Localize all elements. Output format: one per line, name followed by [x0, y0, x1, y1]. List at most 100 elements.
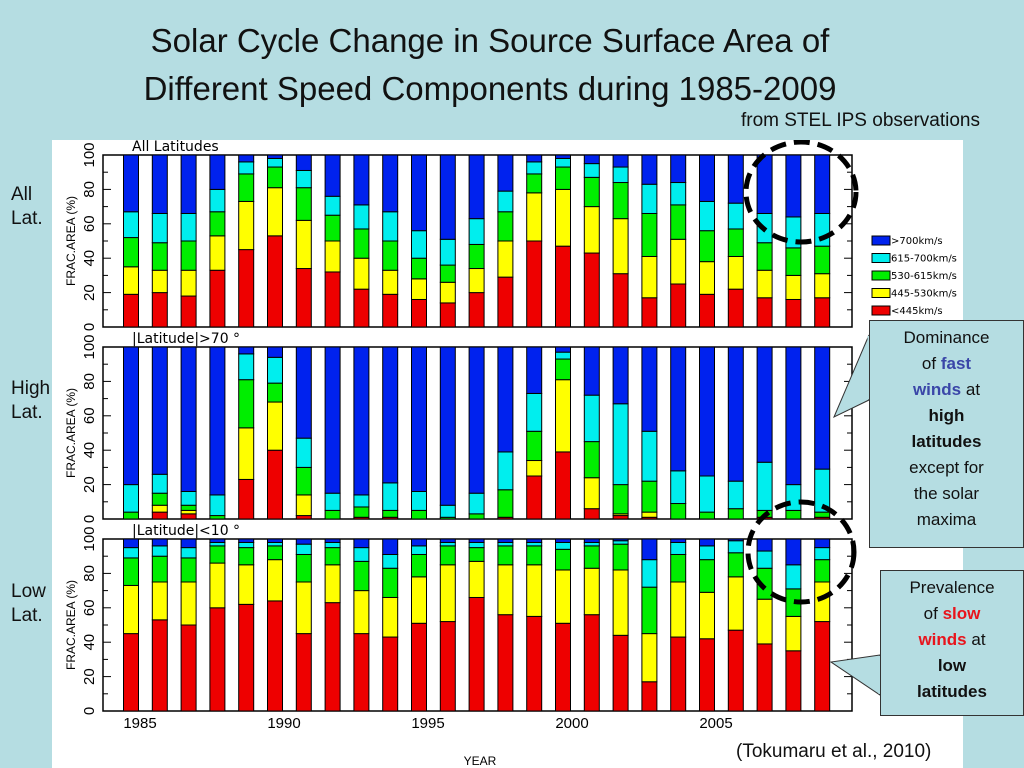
bar-segment-1995-gt700 [411, 538, 427, 547]
highlight-circle-all-lat [743, 140, 859, 245]
callout-high-latitude: Dominance of fast winds at high latitude… [869, 320, 1024, 548]
bar-segment-1989-gt700 [238, 346, 255, 355]
bar-segment-1994-gt700 [382, 346, 399, 484]
bar-segment-1987-gt700 [180, 154, 197, 214]
bar-segment-2008-gt700 [785, 538, 802, 566]
bar-segment-1988-gt700 [209, 154, 226, 190]
y-tick-label: 100 [81, 334, 98, 359]
y-tick-label: 40 [81, 250, 98, 267]
y-tick-label: 0 [81, 515, 98, 523]
bar-segment-1986-gt700 [151, 154, 168, 214]
panel-title: |Latitude|<10 ° [132, 523, 240, 539]
callout-text: Dominance [903, 328, 990, 347]
bar-segment-1990-gt700 [267, 154, 283, 159]
y-tick-label: 60 [81, 599, 98, 616]
y-tick-label: 20 [81, 284, 98, 301]
bar-segment-1994-gt700 [382, 538, 399, 555]
y-tick-label: 0 [81, 707, 98, 715]
bar-segment-2009-gt700 [814, 538, 831, 549]
callout-text: of fast [921, 354, 972, 373]
bar-segment-2009-gt700 [814, 154, 831, 214]
bar-segment-2006-gt700 [727, 154, 744, 204]
callout-text: high [928, 406, 965, 425]
side-label-line: Lat. [11, 402, 43, 423]
y-axis-label: FRAC.AREA (%) [64, 580, 78, 670]
bar-segment-1990-gt700 [267, 346, 283, 358]
callout-text: latitudes [917, 682, 987, 701]
bar-segment-2007-gt700 [756, 346, 773, 463]
bar-segment-1993-gt700 [353, 346, 370, 496]
bar-segment-2009-gt700 [814, 346, 831, 470]
x-tick-label: 1995 [411, 715, 444, 732]
side-label-line: Low [11, 581, 46, 602]
bar-segment-2003-gt700 [641, 154, 658, 185]
bar-segment-1996-gt700 [439, 346, 456, 506]
side-label-line: Lat. [11, 208, 43, 229]
bar-segment-1995-gt700 [411, 346, 427, 492]
slide-title-line-1: Solar Cycle Change in Source Surface Are… [150, 22, 830, 59]
callout-text: the solar [913, 484, 980, 503]
bar-segment-1991-gt700 [295, 538, 312, 545]
y-tick-label: 40 [81, 442, 98, 459]
bar-segment-2002-gt700 [612, 154, 629, 168]
bar-segment-1985-gt700 [123, 346, 139, 486]
bar-segment-1994-gt700 [382, 154, 399, 213]
y-tick-label: 80 [81, 181, 98, 198]
callout-text: latitudes [911, 432, 982, 451]
bar-segment-1996-gt700 [439, 538, 456, 543]
bar-segment-1988-gt700 [209, 346, 226, 496]
bar-segment-1996-gt700 [439, 154, 456, 240]
y-tick-label: 20 [81, 476, 98, 493]
bar-segment-2003-gt700 [641, 346, 658, 432]
bar-segment-1993-gt700 [353, 538, 370, 549]
y-tick-label: 80 [81, 373, 98, 390]
bar-segment-1987-gt700 [180, 538, 197, 549]
bar-segment-1999-gt700 [526, 346, 543, 394]
callout-text: except for [909, 458, 984, 477]
bar-segment-1989-gt700 [238, 538, 255, 543]
bar-segment-2001-gt700 [583, 346, 600, 396]
bar-segment-1998-gt700 [497, 538, 514, 543]
bar-segment-1988-gt700 [209, 538, 226, 543]
bar-segment-1992-gt700 [324, 346, 341, 494]
callout-text: maxima [916, 510, 977, 529]
legend-swatch [871, 270, 891, 281]
legend-swatch [871, 235, 891, 246]
bar-segment-1997-gt700 [468, 538, 485, 543]
y-axis-label: FRAC.AREA (%) [64, 388, 78, 478]
bar-segment-1989-gt700 [238, 154, 255, 163]
y-tick-label: 0 [81, 323, 98, 331]
callout-text: winds at [918, 630, 986, 649]
legend-swatch [871, 253, 891, 263]
legend-label: <445km/s [891, 306, 943, 317]
bar-segment-1986-gt700 [151, 346, 168, 475]
y-tick-label: 60 [81, 407, 98, 424]
bar-segment-2006-gt700 [727, 346, 744, 482]
bar-segment-2004-gt700 [670, 154, 687, 184]
bar-segment-2001-gt700 [583, 154, 600, 165]
bar-segment-1999-gt700 [526, 154, 543, 163]
x-tick-label: 2000 [555, 715, 588, 732]
bar-segment-2007-gt700 [756, 538, 773, 552]
bar-segment-2000-gt700 [555, 154, 571, 159]
panel-title: All Latitudes [132, 140, 219, 155]
bar-segment-1997-gt700 [468, 346, 485, 494]
legend-swatch [871, 305, 891, 316]
highlight-circle-low-lat [745, 499, 857, 605]
callout-text: Prevalence [909, 578, 995, 597]
bar-segment-1991-gt700 [295, 154, 312, 171]
bar-segment-1992-gt700 [324, 154, 341, 197]
side-label-low-lat: Low Lat. [11, 580, 46, 628]
bar-segment-1987-gt700 [180, 346, 197, 492]
y-tick-label: 80 [81, 565, 98, 582]
callout-pointer-low [829, 654, 881, 696]
callout-low-latitude: Prevalence of slow winds at low latitude… [880, 570, 1024, 716]
slide-subtitle: from STEL IPS observations [740, 110, 980, 131]
bar-segment-1991-gt700 [295, 346, 312, 439]
bar-segment-2001-gt700 [583, 538, 600, 543]
y-tick-label: 60 [81, 215, 98, 232]
bar-segment-2008-gt700 [785, 154, 802, 218]
bar-segment-2008-gt700 [785, 346, 802, 486]
legend-label: 445-530km/s [891, 289, 957, 300]
side-label-high-lat: High Lat. [11, 377, 50, 425]
